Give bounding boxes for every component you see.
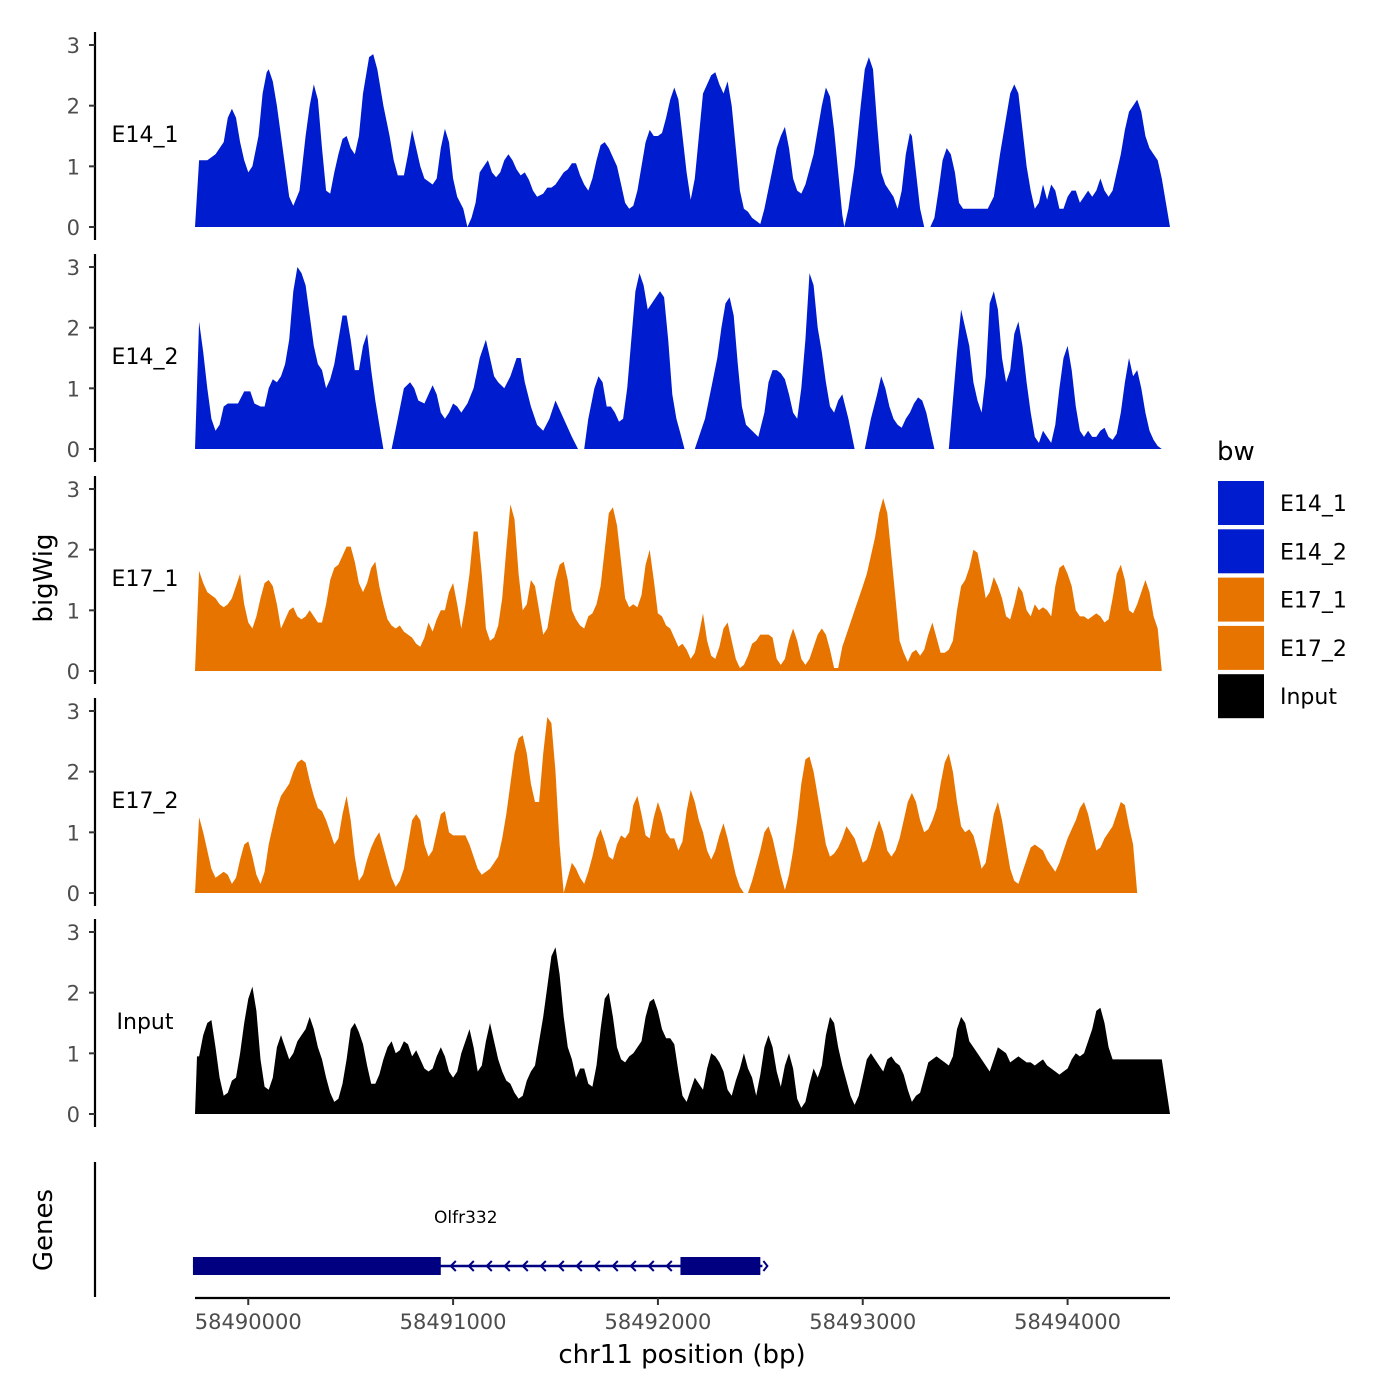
y-tick-label: 1 — [67, 821, 80, 845]
strand-chevron — [485, 1260, 493, 1272]
track-panel: 0 1 2 3 E14_1 — [67, 32, 1170, 240]
signal-area — [195, 54, 1170, 227]
strand-chevron — [503, 1260, 511, 1272]
y-tick-label: 3 — [67, 256, 80, 280]
x-tick-label: 58490000 — [195, 1310, 302, 1334]
strand-chevron — [557, 1260, 565, 1272]
y-tick-label: 3 — [67, 478, 80, 502]
y-tick-label: 1 — [67, 155, 80, 179]
legend-swatch — [1218, 529, 1264, 574]
gene-models: Olfr332 — [192, 1208, 769, 1275]
track-panel: 0 1 2 3 E17_1 — [67, 476, 1170, 684]
x-tick-label: 58492000 — [604, 1310, 711, 1334]
strand-chevron — [665, 1260, 673, 1272]
gene-end-marker — [762, 1260, 769, 1272]
legend-label: E17_2 — [1280, 637, 1347, 662]
y-tick-label: 1 — [67, 599, 80, 623]
gene-exon — [192, 1257, 441, 1275]
track-label: E17_1 — [112, 567, 179, 592]
y-tick-label: 0 — [67, 882, 80, 906]
legend-label: E14_2 — [1280, 540, 1347, 565]
y-tick-label: 2 — [67, 982, 80, 1006]
strand-chevron — [449, 1260, 457, 1272]
gene-exon — [680, 1257, 761, 1275]
legend-title: bw — [1217, 437, 1255, 467]
strand-chevron — [575, 1260, 583, 1272]
y-tick-label: 3 — [67, 700, 80, 724]
legend-swatch — [1218, 481, 1264, 525]
legend-swatch — [1218, 577, 1264, 622]
x-axis-title: chr11 position (bp) — [558, 1340, 805, 1370]
strand-chevron — [647, 1260, 655, 1272]
genes-panel: Genes Olfr332 — [29, 1162, 769, 1297]
legend-swatch — [1218, 625, 1264, 670]
track-label: E14_1 — [112, 123, 179, 148]
y-tick-label: 3 — [67, 921, 80, 945]
y-tick-label: 2 — [67, 539, 80, 563]
x-tick-label: 58491000 — [400, 1310, 507, 1334]
legend-items: E14_1 E14_2 E17_1 E17_2 Input — [1218, 481, 1347, 719]
genes-panel-title: Genes — [29, 1189, 59, 1271]
y-tick-label: 0 — [67, 660, 80, 684]
track-panel: 0 1 2 3 Input — [67, 919, 1170, 1127]
strand-chevron — [629, 1260, 637, 1272]
strand-chevron — [521, 1260, 529, 1272]
legend-label: Input — [1280, 685, 1337, 710]
track-label: Input — [117, 1010, 174, 1035]
legend-label: E17_1 — [1280, 589, 1347, 614]
y-tick-label: 2 — [67, 95, 80, 119]
x-axis: 58490000 58491000 58492000 58493000 58494000… — [195, 1296, 1170, 1370]
track-label: E14_2 — [112, 345, 179, 370]
y-axis-title: bigWig — [29, 533, 59, 622]
x-tick-label: 58494000 — [1014, 1310, 1121, 1334]
legend-swatch — [1218, 674, 1264, 719]
signal-area — [195, 498, 1170, 671]
y-tick-label: 3 — [67, 34, 80, 58]
y-tick-label: 0 — [67, 1103, 80, 1127]
track-panel: 0 1 2 3 E14_2 — [67, 254, 1170, 462]
y-tick-label: 1 — [67, 1042, 80, 1066]
strand-chevron — [467, 1260, 475, 1272]
y-tick-label: 2 — [67, 761, 80, 785]
gene-name-label: Olfr332 — [434, 1208, 498, 1228]
y-tick-label: 1 — [67, 377, 80, 401]
y-tick-label: 0 — [67, 216, 80, 240]
x-tick-label: 58493000 — [809, 1310, 916, 1334]
track-label: E17_2 — [112, 789, 179, 814]
y-tick-label: 2 — [67, 317, 80, 341]
y-tick-label: 0 — [67, 438, 80, 462]
strand-chevron — [539, 1260, 547, 1272]
signal-area — [195, 267, 1170, 449]
track-panel: 0 1 2 3 E17_2 — [67, 698, 1170, 906]
legend: bw E14_1 E14_2 E17_1 E17_2 Input — [1217, 437, 1347, 719]
x-axis-ticks: 58490000 58491000 58492000 58493000 58494000 — [195, 1298, 1121, 1334]
strand-chevron — [611, 1260, 619, 1272]
track-panels: 0 1 2 3 E14_1 0 1 2 3 E14_2 0 1 2 3 E17_1 0 1 2 3 E17_2 0 1 2 3… — [67, 32, 1170, 1127]
strand-chevron — [593, 1260, 601, 1272]
signal-area — [195, 717, 1170, 893]
signal-area — [195, 947, 1170, 1114]
legend-label: E14_1 — [1280, 492, 1347, 517]
